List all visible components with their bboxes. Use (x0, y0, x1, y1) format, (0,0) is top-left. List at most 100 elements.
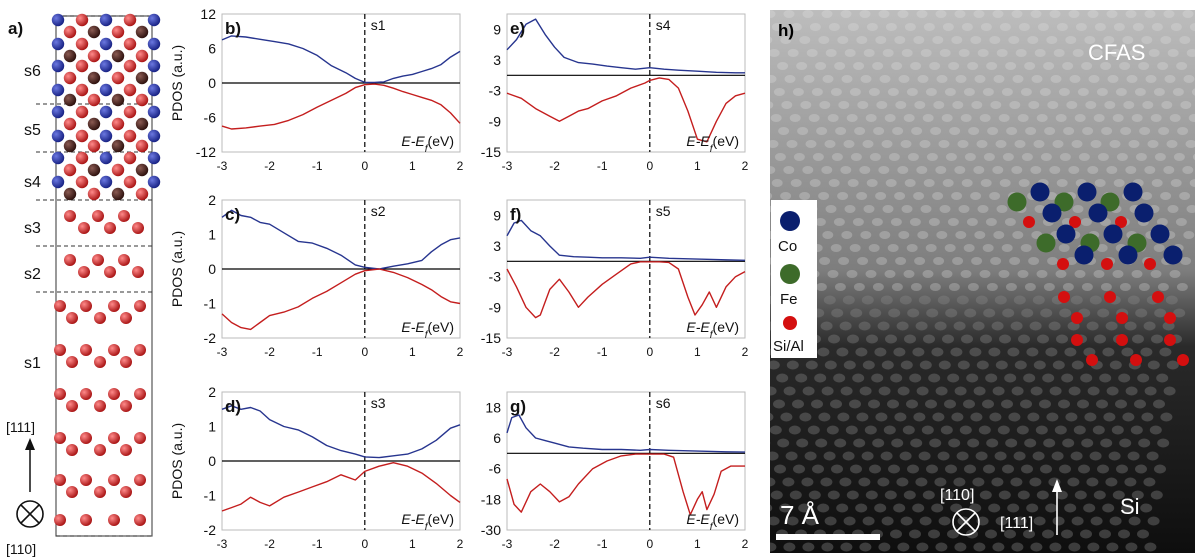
lattice-dot (901, 205, 913, 213)
series-line-spin-up (221, 209, 461, 270)
lattice-dot (903, 490, 916, 500)
lattice-dot (925, 244, 937, 252)
atom-co (147, 83, 161, 97)
lattice-dot (824, 516, 837, 526)
atom-si (66, 400, 78, 412)
lattice-dot (847, 23, 859, 31)
lattice-dot (1097, 153, 1109, 161)
lattice-dot (961, 179, 973, 187)
atom-si (111, 25, 125, 39)
lattice-dot (878, 166, 890, 174)
lattice-dot (1158, 127, 1170, 135)
x-tick-label: -3 (217, 159, 228, 173)
lattice-dot (746, 387, 758, 396)
lattice-dot (1004, 373, 1017, 383)
lattice-dot (939, 205, 951, 213)
lattice-dot (841, 231, 853, 239)
lattice-dot (1055, 114, 1067, 122)
atom-si (108, 344, 120, 356)
atom-co (147, 151, 161, 165)
x-tick-label: 2 (742, 159, 749, 173)
lattice-dot (733, 335, 745, 344)
lattice-dot (834, 438, 847, 448)
lattice-dot (1173, 308, 1186, 318)
lattice-dot (1189, 179, 1195, 187)
lattice-dot (1179, 36, 1191, 44)
lattice-dot (790, 179, 802, 187)
lattice-dot (944, 399, 956, 409)
overlay-atom-co (1042, 203, 1062, 223)
lattice-dot (1087, 166, 1099, 174)
atom-co (51, 105, 65, 119)
lattice-dot (938, 516, 951, 526)
atom-si (134, 300, 146, 312)
lattice-dot (780, 192, 792, 200)
lattice-dot (1179, 192, 1191, 200)
lattice-dot (865, 490, 878, 500)
lattice-dot (869, 464, 881, 474)
lattice-dot (733, 491, 745, 500)
lattice-dot (1007, 503, 1020, 513)
lattice-dot (971, 257, 983, 265)
lattice-dot (844, 49, 856, 57)
lattice-dot (1007, 347, 1020, 357)
lattice-dot (891, 62, 903, 70)
lattice-dot (1055, 270, 1067, 278)
lattice-dot (970, 412, 983, 422)
atom-si (80, 388, 92, 400)
y-tick-label: 2 (208, 192, 216, 208)
lattice-dot (936, 75, 948, 83)
lattice-dot (1146, 451, 1159, 461)
lattice-dot (1058, 88, 1070, 96)
overlay-atom-co (1134, 203, 1154, 223)
lattice-dot (942, 23, 954, 31)
lattice-dot (1189, 23, 1195, 31)
atom-si (135, 49, 149, 63)
lattice-dot (882, 49, 894, 57)
lattice-dot (929, 438, 942, 448)
lattice-dot (877, 321, 890, 331)
y-tick-label: -9 (489, 113, 502, 129)
lattice-dot (1144, 386, 1157, 396)
lattice-dot (996, 49, 1008, 57)
lattice-dot (1153, 88, 1165, 96)
lattice-dot (757, 530, 769, 539)
lattice-dot (1176, 62, 1188, 70)
lattice-dot (1185, 140, 1195, 148)
lattice-dot (1020, 399, 1032, 409)
lattice-dot (932, 192, 944, 200)
lattice-dot (830, 399, 842, 409)
lattice-dot (853, 62, 865, 70)
overlay-atom-sial (1023, 216, 1035, 228)
lattice-dot (975, 451, 988, 461)
lattice-dot (967, 283, 979, 291)
y-tick-label: 9 (493, 21, 501, 37)
lattice-dot (817, 347, 830, 357)
x-tick-label: 0 (646, 345, 653, 359)
lattice-dot (1070, 451, 1083, 461)
y-tick-label: -30 (481, 522, 501, 538)
lattice-dot (800, 101, 812, 109)
lattice-dot (815, 438, 828, 448)
lattice-dot (1014, 140, 1026, 148)
lattice-dot (1156, 218, 1168, 226)
lattice-dot (1062, 438, 1075, 448)
y-tick-label: -12 (196, 144, 216, 160)
series-line-spin-up (221, 35, 461, 84)
overlay-atom-sial (1057, 258, 1069, 270)
lattice-dot (1011, 10, 1023, 18)
lattice-dot (952, 101, 964, 109)
lattice-dot (1061, 529, 1073, 539)
overlay-atom-sial (1086, 354, 1098, 366)
into-plane-x-icon (20, 504, 40, 524)
lattice-dot (757, 374, 769, 383)
y-tick-label: 1 (208, 419, 216, 435)
overlay-atom-sial (1116, 312, 1128, 324)
lattice-dot (1006, 127, 1018, 135)
lattice-dot (1183, 231, 1195, 239)
lattice-dot (809, 23, 821, 31)
lattice-dot (879, 231, 891, 239)
y-axis-label: PDOS (a.u.) (169, 231, 185, 307)
lattice-dot (1017, 270, 1029, 278)
